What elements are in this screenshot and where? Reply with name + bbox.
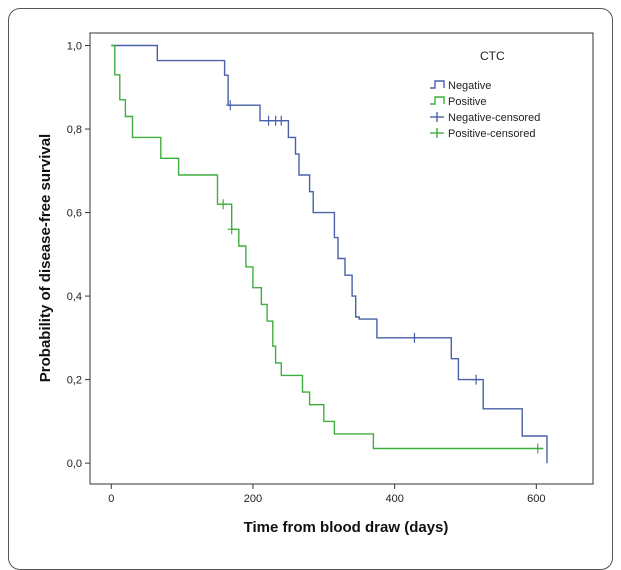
- censor-mark-negative: [472, 374, 481, 385]
- legend-label: Positive-censored: [448, 128, 535, 140]
- legend: CTC Negative Positive Negative-censored Posi…: [430, 49, 540, 140]
- y-axis-title: Probability of disease-free survival: [37, 134, 54, 382]
- x-tick-label: 400: [385, 493, 403, 505]
- censor-mark-positive: [219, 199, 228, 210]
- series-layer: [111, 44, 548, 464]
- kaplan-meier-chart: 0,0 0,2 0,4 0,6 0,8 1,0 0 200 400 600 CTC Negativ…: [37, 32, 594, 536]
- censor-mark-negative: [264, 115, 273, 126]
- y-tick-label: 0,4: [67, 291, 82, 303]
- legend-title: CTC: [480, 49, 505, 63]
- series-line-negative: [111, 44, 548, 464]
- legend-label: Positive: [448, 96, 487, 108]
- censor-mark-negative: [277, 115, 286, 126]
- censor-mark-positive: [533, 443, 542, 454]
- y-tick-label: 1,0: [67, 41, 82, 53]
- legend-swatch-step: [430, 96, 445, 105]
- series-line-positive: [111, 44, 544, 450]
- censor-mark-positive: [227, 224, 236, 235]
- x-tick-label: 600: [527, 493, 545, 505]
- y-tick-label: 0,0: [67, 458, 82, 470]
- y-tick-label: 0,2: [67, 375, 82, 387]
- legend-entry: Positive: [430, 96, 487, 108]
- x-tick-label: 0: [108, 493, 114, 505]
- x-tick-label: 200: [244, 493, 262, 505]
- y-tick-label: 0,8: [67, 124, 82, 136]
- x-axis-title: Time from blood draw (days): [244, 519, 449, 536]
- y-axis: 0,0 0,2 0,4 0,6 0,8 1,0: [67, 41, 90, 470]
- legend-entry: Positive-censored: [430, 128, 535, 140]
- legend-entry: Negative-censored: [430, 112, 540, 124]
- y-tick-label: 0,6: [67, 208, 82, 220]
- legend-label: Negative-censored: [448, 112, 540, 124]
- legend-swatch-step: [430, 80, 445, 89]
- legend-label: Negative: [448, 80, 491, 92]
- censor-mark-negative: [226, 100, 235, 111]
- x-axis: 0 200 400 600: [108, 484, 546, 505]
- censor-mark-negative: [410, 332, 419, 343]
- legend-entry: Negative: [430, 80, 491, 92]
